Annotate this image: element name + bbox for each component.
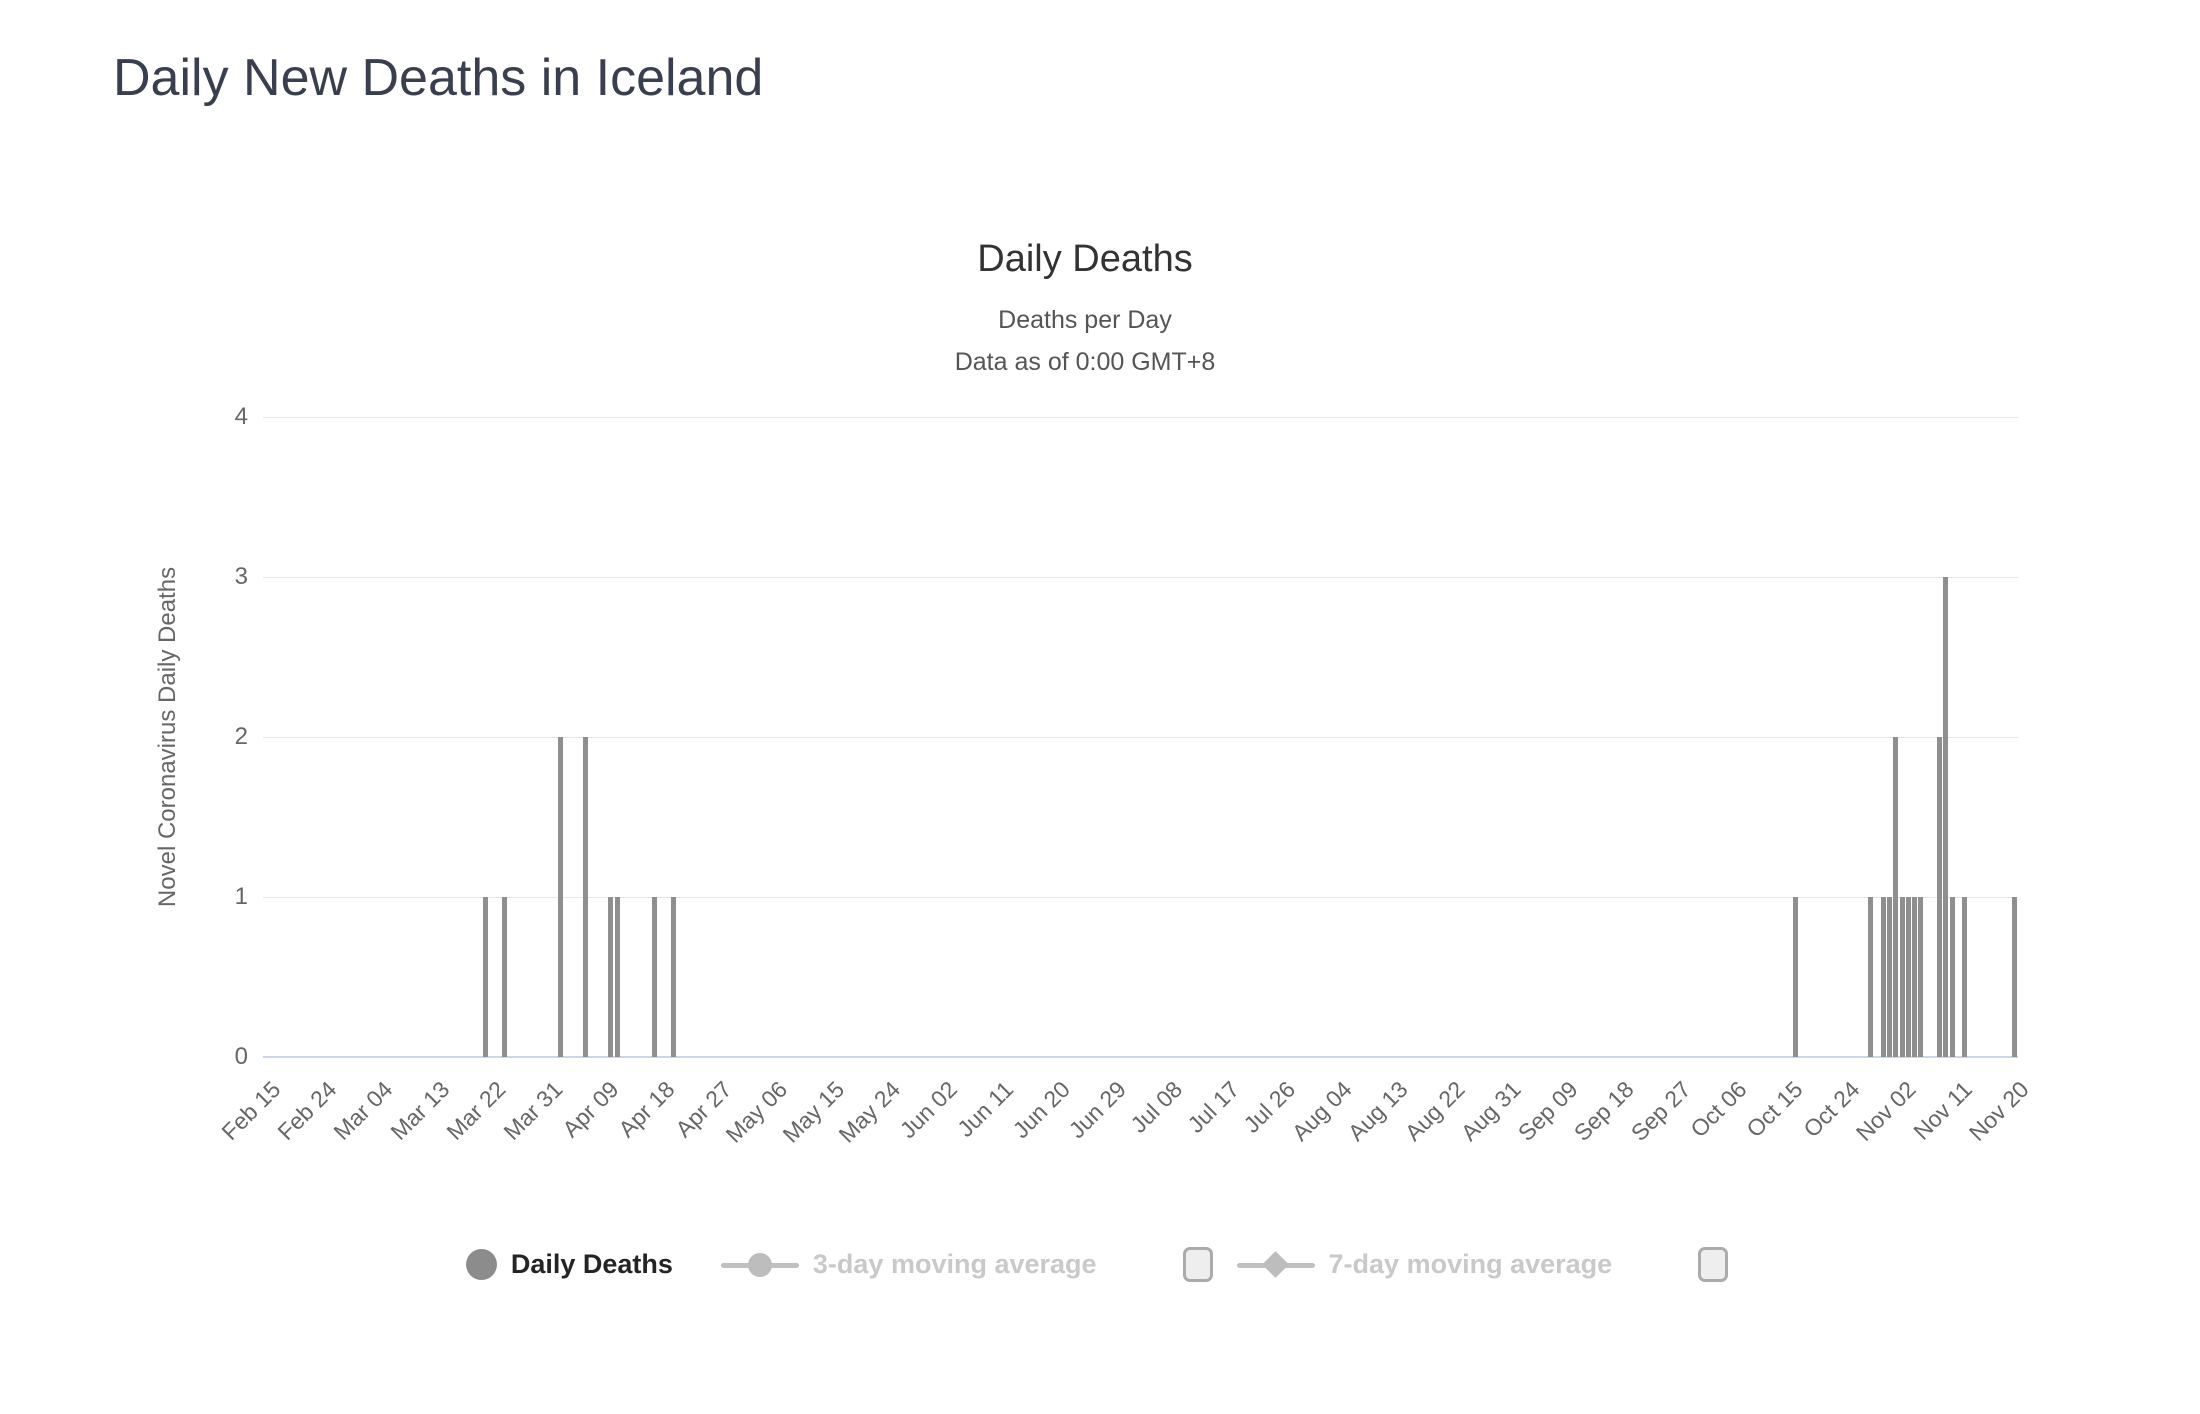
x-tick-label-aug-22: Aug 22: [1399, 1075, 1470, 1146]
x-tick-label-feb-15: Feb 15: [215, 1075, 285, 1145]
x-tick-label-feb-24: Feb 24: [272, 1075, 342, 1145]
x-tick-label-oct-15: Oct 15: [1741, 1075, 1809, 1143]
bar-apr-11[interactable]: [614, 897, 620, 1057]
x-tick-label-may-15: May 15: [777, 1075, 850, 1148]
bar-nov-01[interactable]: [1893, 737, 1899, 1057]
bar-apr-06[interactable]: [583, 737, 589, 1057]
x-tick-label-jun-02: Jun 02: [894, 1075, 962, 1144]
x-tick-label-jul-17: Jul 17: [1182, 1075, 1244, 1138]
diamond-marker-icon: [1261, 1250, 1289, 1278]
legend-label: 7-day moving average: [1328, 1248, 1613, 1279]
x-tick-label-oct-24: Oct 24: [1798, 1075, 1865, 1143]
legend-checkbox-3-day-moving-average[interactable]: [1182, 1246, 1213, 1282]
y-tick-label-3: 3: [234, 563, 248, 590]
chart-legend: Daily Deaths 3-day moving average 7-day mo…: [0, 1238, 2170, 1290]
gridline-4: [263, 417, 2018, 418]
bar-mar-21[interactable]: [483, 897, 488, 1057]
bar-nov-03[interactable]: [1905, 897, 1911, 1057]
legend-item-daily-deaths[interactable]: Daily Deaths: [465, 1248, 673, 1280]
x-tick-label-oct-06: Oct 06: [1685, 1075, 1752, 1143]
x-tick-label-aug-31: Aug 31: [1456, 1075, 1527, 1146]
bar-oct-30[interactable]: [1880, 897, 1886, 1057]
x-axis-line: [263, 1056, 2018, 1058]
bar-nov-20[interactable]: [2012, 897, 2018, 1057]
chart-subtitle-line1: Deaths per Day: [998, 306, 1172, 334]
legend-item-3-day-moving-average[interactable]: 3-day moving average: [720, 1248, 1097, 1280]
line-diamond-legend-icon: [1236, 1249, 1315, 1280]
bar-mar-24[interactable]: [501, 897, 507, 1057]
bar-nov-04[interactable]: [1912, 897, 1918, 1057]
chart-title: Daily Deaths: [977, 238, 1193, 280]
x-tick-label-jul-08: Jul 08: [1125, 1075, 1188, 1138]
chart-subtitle-line2: Data as of 0:00 GMT+8: [954, 348, 1216, 376]
x-tick-label-mar-31: Mar 31: [498, 1075, 568, 1145]
line-circle-legend-icon: [720, 1249, 799, 1280]
y-tick-label-2: 2: [234, 723, 248, 750]
bar-nov-08[interactable]: [1937, 737, 1943, 1057]
x-tick-label-may-24: May 24: [833, 1075, 906, 1148]
x-tick-label-may-06: May 06: [720, 1075, 793, 1148]
x-tick-label-mar-13: Mar 13: [385, 1075, 455, 1145]
gridline-3: [263, 577, 2018, 578]
x-tick-label-nov-02: Nov 02: [1850, 1075, 1921, 1146]
y-tick-label-1: 1: [234, 883, 248, 910]
y-tick-label-4: 4: [234, 403, 248, 430]
legend-label: Daily Deaths: [510, 1248, 673, 1279]
x-tick-label-sep-18: Sep 18: [1568, 1075, 1639, 1146]
gridline-2: [263, 737, 2018, 738]
bar-apr-02[interactable]: [558, 737, 564, 1057]
bar-apr-20[interactable]: [671, 897, 677, 1057]
x-tick-label-nov-11: Nov 11: [1908, 1075, 1978, 1145]
page-title: Daily New Deaths in Iceland: [113, 49, 764, 107]
x-tick-label-jun-11: Jun 11: [952, 1075, 1019, 1142]
legend-checkbox-7-day-moving-average[interactable]: [1698, 1246, 1729, 1282]
bar-apr-10[interactable]: [608, 897, 614, 1057]
x-tick-label-mar-22: Mar 22: [441, 1075, 511, 1145]
bar-nov-05[interactable]: [1918, 897, 1924, 1057]
gridline-1: [263, 897, 2018, 898]
x-tick-label-apr-18: Apr 18: [613, 1075, 680, 1143]
x-tick-label-jun-29: Jun 29: [1063, 1075, 1132, 1144]
circle-marker-icon: [465, 1248, 497, 1280]
bar-oct-28[interactable]: [1868, 897, 1874, 1057]
x-tick-label-nov-20: Nov 20: [1963, 1075, 2034, 1146]
legend-label: 3-day moving average: [812, 1248, 1097, 1279]
x-tick-label-apr-09: Apr 09: [557, 1075, 624, 1143]
x-tick-label-sep-09: Sep 09: [1512, 1075, 1583, 1146]
bar-oct-31[interactable]: [1887, 897, 1892, 1057]
x-tick-label-sep-27: Sep 27: [1625, 1075, 1696, 1146]
bar-apr-17[interactable]: [652, 897, 658, 1057]
circle-marker-icon: [747, 1252, 772, 1277]
x-tick-label-aug-13: Aug 13: [1343, 1075, 1414, 1146]
x-tick-label-jun-20: Jun 20: [1007, 1075, 1075, 1144]
bar-nov-10[interactable]: [1949, 897, 1955, 1057]
x-tick-label-mar-04: Mar 04: [328, 1075, 398, 1145]
bar-nov-09[interactable]: [1943, 577, 1949, 1057]
x-tick-label-aug-04: Aug 04: [1286, 1075, 1357, 1146]
bar-nov-12[interactable]: [1962, 897, 1968, 1057]
legend-item-7-day-moving-average[interactable]: 7-day moving average: [1236, 1248, 1613, 1280]
y-tick-label-0: 0: [234, 1043, 248, 1070]
bar-nov-02[interactable]: [1899, 897, 1905, 1057]
bar-oct-16[interactable]: [1792, 897, 1798, 1057]
